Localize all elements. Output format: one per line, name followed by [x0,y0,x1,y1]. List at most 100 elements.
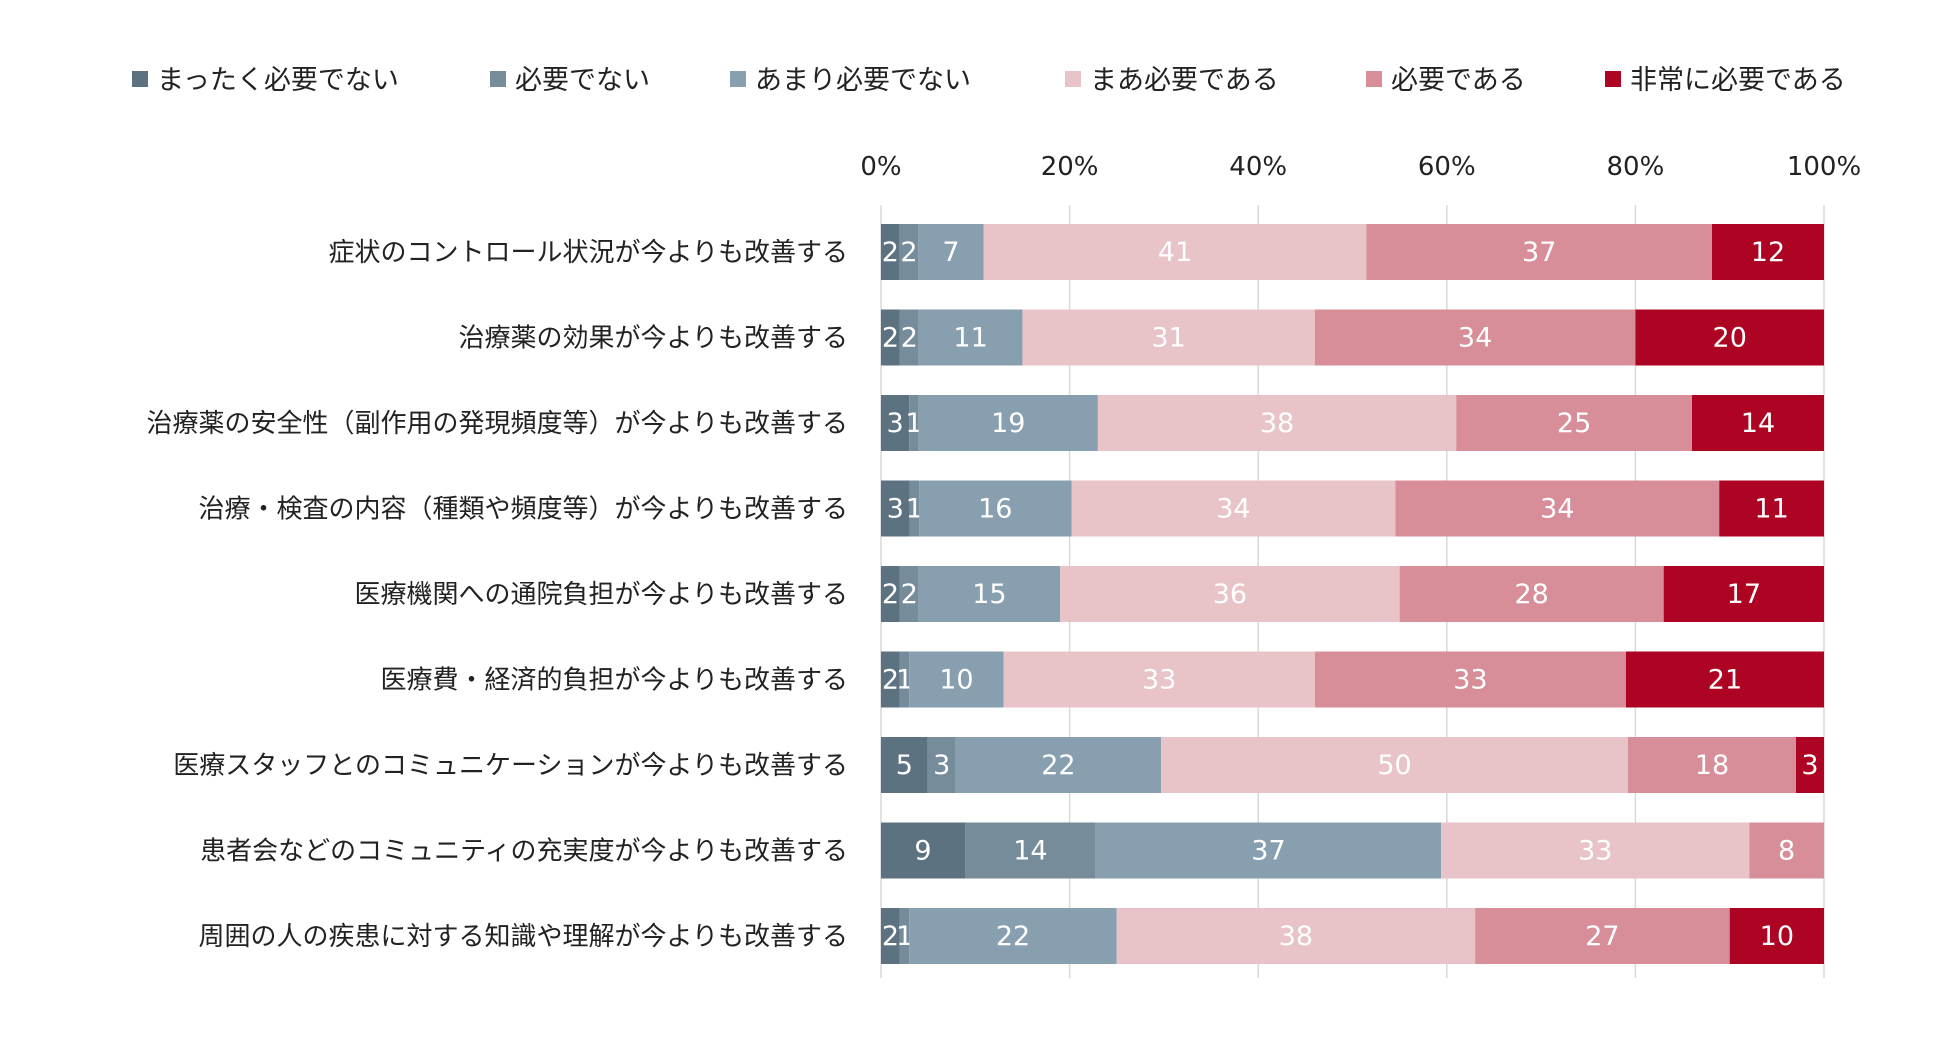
bar-row: 21 22 38 27 10 [881,908,1824,964]
data-label: 14 [1013,836,1047,867]
data-label: 3 [1801,750,1818,781]
data-label: 28 [1514,579,1548,610]
legend-label: まあ必要である [1090,65,1279,96]
bar-segment [899,566,919,622]
legend-item: 必要である [1366,65,1526,96]
data-label: 21 [1708,665,1742,696]
bar-segment [1003,651,1315,708]
legend-item: 必要でない [490,65,650,96]
x-tick-label: 20% [1041,152,1099,182]
data-label: 7 [942,237,959,268]
data-label: 37 [1522,237,1556,268]
data-label: 1 [906,494,923,525]
bar-segment [1095,822,1442,879]
data-label: 2 [882,921,899,952]
bar-segment [1663,566,1824,622]
legend-swatch [132,71,148,87]
legend-swatch [1605,71,1621,87]
data-label: 22 [1041,750,1075,781]
bar-segment [1456,395,1692,451]
data-label: 50 [1377,750,1411,781]
data-label: 3 [887,494,904,525]
bar-segment [918,566,1061,622]
legend-item: 非常に必要である [1605,65,1846,96]
legend-label: 必要でない [515,65,650,96]
bar-segment [1060,566,1400,622]
data-label: 16 [978,494,1012,525]
data-label: 3 [933,750,950,781]
data-label: 3 [887,408,904,439]
data-label: 27 [1585,921,1619,952]
bar-segment [1395,480,1720,537]
bar-segment [1161,737,1628,793]
bar-segment [1399,566,1664,622]
x-axis-ticks: 0% 20% 40% 60% 80% 100% [860,152,1861,182]
bar-segment [1022,309,1315,366]
bar-segment [955,737,1162,793]
category-label: 周囲の人の疾患に対する知識や理解が今よりも改善する [199,922,848,952]
data-label: 2 [882,237,899,268]
chart-legend: まったく必要でない 必要でない あまり必要でない まあ必要である 必要である 非常に必要で… [132,65,1846,96]
x-tick-label: 0% [860,152,901,182]
data-label: 10 [939,665,973,696]
bar-segment [1475,908,1730,964]
data-label: 20 [1713,323,1747,354]
bar-segment [881,737,928,793]
category-label: 医療機関への通院負担が今よりも改善する [355,580,848,610]
bar-segment [909,395,919,451]
bar-segment [909,908,1117,964]
bar-segment [1314,651,1626,708]
bar-segment [1711,224,1824,280]
category-label: 治療薬の安全性（副作用の発現頻度等）が今よりも改善する [147,409,848,439]
category-label: 医療費・経済的負担が今よりも改善する [381,666,848,696]
data-label: 34 [1540,494,1574,525]
data-label: 18 [1695,750,1729,781]
category-label: 治療薬の効果が今よりも改善する [459,324,848,354]
data-label: 14 [1741,408,1775,439]
bar-segment [1314,309,1636,366]
bar-row: 3 1 19 38 25 14 [881,395,1824,451]
bar-segment [881,224,900,280]
data-label: 25 [1557,408,1591,439]
x-tick-label: 40% [1229,152,1287,182]
chart-bars: 2 2 7 41 37 122 2 11 31 34 203 1 19 38 25 143 1 16 34 34 112… [881,224,1824,964]
data-label: 34 [1458,323,1492,354]
bar-segment [899,908,910,964]
bar-row: 5 3 22 50 18 3 [881,737,1824,793]
data-label: 2 [882,579,899,610]
data-label: 8 [1778,836,1795,867]
bar-row: 9 14 37 33 8 [881,822,1824,879]
data-label: 12 [1751,237,1785,268]
bar-segment [881,822,966,879]
legend-label: あまり必要でない [755,65,971,96]
data-label: 17 [1727,579,1761,610]
data-label: 9 [914,836,931,867]
category-label: 医療スタッフとのコミュニケーションが今よりも改善する [173,751,848,781]
legend-swatch [490,71,506,87]
bar-row: 2 2 11 31 34 20 [881,309,1824,366]
data-label: 2 [901,323,918,354]
data-label: 2 [882,665,899,696]
legend-item: あまり必要でない [730,65,971,96]
bar-segment [909,480,920,537]
data-label: 33 [1453,665,1487,696]
data-label: 10 [1760,921,1794,952]
legend-label: まったく必要でない [157,65,399,96]
bar-segment [1366,224,1712,280]
data-label: 36 [1213,579,1247,610]
data-label: 19 [991,408,1025,439]
legend-label: 必要である [1391,65,1526,96]
bar-row: 2 2 7 41 37 12 [881,224,1824,280]
bar-segment [881,908,900,964]
data-label: 2 [901,579,918,610]
data-label: 1 [896,921,913,952]
bar-row: 3 1 16 34 34 11 [881,480,1824,537]
legend-label: 非常に必要である [1630,65,1846,96]
bar-segment [1116,908,1476,964]
legend-item: まったく必要でない [132,65,399,96]
bar-segment [881,395,910,451]
bar-segment [1441,822,1750,879]
data-label: 2 [882,323,899,354]
bar-segment [918,309,1023,366]
data-label: 31 [1151,323,1185,354]
